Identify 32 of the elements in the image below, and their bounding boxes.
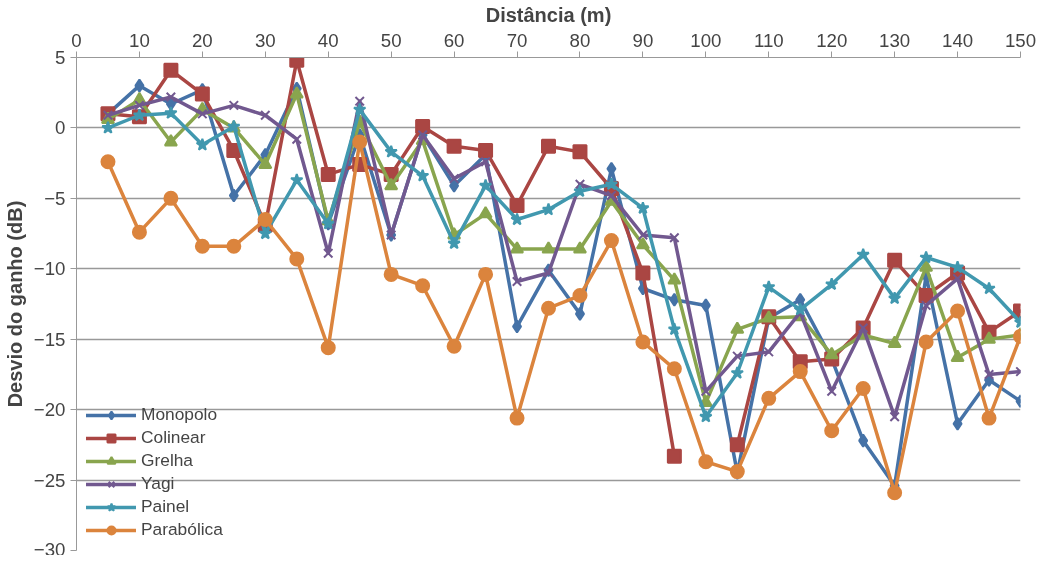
x-tick-label: 50 xyxy=(380,29,402,51)
y-axis-title: Desvio do ganho (dB) xyxy=(3,200,26,408)
x-tick-label: 10 xyxy=(129,29,150,51)
x-tick-label: 130 xyxy=(879,29,911,51)
x-tick-label: 40 xyxy=(317,29,339,51)
x-tick-label: 110 xyxy=(753,29,784,51)
x-tick-label: 80 xyxy=(569,29,591,51)
legend-label: Yagi xyxy=(141,473,175,494)
y-tick-label: −30 xyxy=(33,538,66,560)
y-tick-label: 0 xyxy=(55,117,66,139)
y-tick-label: −20 xyxy=(33,399,66,421)
y-tick-label: 5 xyxy=(55,47,66,68)
x-tick-label: 90 xyxy=(632,29,654,51)
x-tick-label: 150 xyxy=(1004,29,1037,51)
y-tick-label: −15 xyxy=(33,328,66,350)
x-tick-label: 70 xyxy=(506,29,528,51)
y-tick-label: −25 xyxy=(33,469,66,491)
x-tick-label: 60 xyxy=(443,29,465,51)
x-tick-label: 140 xyxy=(942,29,974,51)
x-tick-label: 0 xyxy=(71,29,82,51)
y-tick-label: −5 xyxy=(44,187,66,209)
x-tick-label: 120 xyxy=(816,29,848,51)
legend-label: Monopolo xyxy=(141,404,218,425)
x-axis-title: Distância (m) xyxy=(485,3,612,26)
y-tick-label: −10 xyxy=(33,258,66,280)
legend-label: Painel xyxy=(141,496,190,517)
x-tick-label: 30 xyxy=(254,29,276,51)
x-tick-label: 20 xyxy=(191,29,213,51)
x-tick-label: 100 xyxy=(690,29,722,51)
legend-label: Grelha xyxy=(141,450,194,471)
legend-label: Parabólica xyxy=(141,519,223,540)
legend-label: Colinear xyxy=(141,427,206,448)
